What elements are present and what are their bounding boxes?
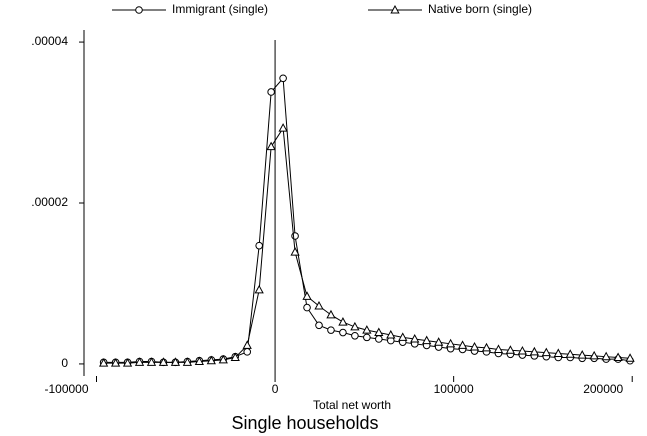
marker — [457, 340, 468, 349]
marker — [134, 357, 145, 366]
marker — [445, 338, 456, 348]
marker — [362, 325, 372, 334]
marker — [122, 358, 133, 367]
legend-marker — [390, 4, 400, 14]
marker — [303, 303, 311, 312]
marker — [267, 88, 275, 96]
marker — [278, 123, 288, 132]
marker — [194, 356, 204, 366]
chart-title: Single households — [231, 413, 378, 433]
marker — [242, 340, 252, 349]
marker — [625, 353, 635, 362]
marker — [315, 321, 323, 330]
marker — [146, 357, 157, 366]
marker — [338, 317, 348, 326]
marker — [374, 327, 384, 337]
marker — [565, 349, 575, 358]
marker — [493, 344, 504, 353]
marker — [505, 345, 516, 354]
marker — [255, 241, 263, 250]
marker — [99, 358, 109, 367]
marker — [410, 333, 420, 343]
legend-marker — [135, 6, 143, 14]
marker — [290, 247, 300, 256]
marker — [266, 141, 276, 151]
marker — [386, 329, 396, 339]
x-tick-label: 0 — [272, 382, 279, 396]
marker — [589, 350, 599, 360]
legend-label: Immigrant (single) — [172, 2, 268, 16]
marker — [110, 358, 121, 367]
y-tick-label: .00002 — [31, 195, 68, 209]
marker — [398, 332, 408, 341]
x-tick-label: -100000 — [44, 382, 88, 396]
x-tick-label: 200000 — [583, 382, 623, 396]
marker — [339, 328, 347, 337]
marker — [613, 352, 623, 361]
legend-label: Native born (single) — [428, 2, 532, 16]
marker — [327, 326, 335, 334]
marker — [350, 321, 360, 331]
y-tick-label: 0 — [61, 356, 68, 370]
marker — [577, 350, 587, 359]
marker — [326, 309, 336, 319]
marker — [182, 357, 193, 366]
marker — [254, 284, 264, 294]
x-tick-label: 100000 — [434, 382, 474, 396]
marker — [314, 300, 324, 310]
marker — [363, 333, 371, 342]
marker — [553, 348, 563, 357]
marker — [158, 357, 169, 366]
marker — [434, 337, 444, 346]
marker — [206, 355, 216, 365]
series-line — [103, 77, 631, 363]
marker — [243, 348, 252, 356]
marker — [351, 331, 359, 340]
marker — [302, 291, 312, 300]
marker — [529, 346, 539, 356]
marker — [469, 341, 480, 351]
x-axis-label: Total net worth — [313, 398, 391, 412]
marker — [481, 342, 492, 352]
marker — [375, 335, 383, 343]
marker — [541, 347, 551, 357]
y-tick-label: .00004 — [31, 34, 68, 48]
marker — [517, 346, 528, 355]
marker — [601, 351, 611, 361]
marker — [291, 232, 299, 240]
marker — [230, 352, 240, 361]
marker — [170, 357, 181, 366]
marker — [218, 354, 228, 364]
marker — [422, 335, 432, 345]
marker — [279, 74, 287, 83]
